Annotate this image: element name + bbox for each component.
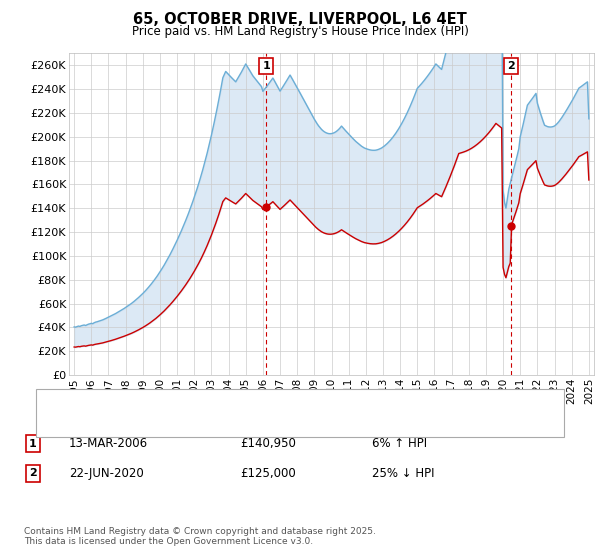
Text: 65, OCTOBER DRIVE, LIVERPOOL, L6 4ET: 65, OCTOBER DRIVE, LIVERPOOL, L6 4ET bbox=[133, 12, 467, 27]
Text: 2: 2 bbox=[507, 61, 515, 71]
Text: Contains HM Land Registry data © Crown copyright and database right 2025.
This d: Contains HM Land Registry data © Crown c… bbox=[24, 526, 376, 546]
Text: 13-MAR-2006: 13-MAR-2006 bbox=[69, 437, 148, 450]
Text: 25% ↓ HPI: 25% ↓ HPI bbox=[372, 466, 434, 480]
Text: £140,950: £140,950 bbox=[240, 437, 296, 450]
Text: 2: 2 bbox=[29, 468, 37, 478]
Text: £125,000: £125,000 bbox=[240, 466, 296, 480]
Text: 65, OCTOBER DRIVE, LIVERPOOL, L6 4ET (semi-detached house): 65, OCTOBER DRIVE, LIVERPOOL, L6 4ET (se… bbox=[81, 398, 434, 408]
Text: 1: 1 bbox=[262, 61, 270, 71]
Text: 6% ↑ HPI: 6% ↑ HPI bbox=[372, 437, 427, 450]
Text: Price paid vs. HM Land Registry's House Price Index (HPI): Price paid vs. HM Land Registry's House … bbox=[131, 25, 469, 38]
Text: HPI: Average price, semi-detached house, Liverpool: HPI: Average price, semi-detached house,… bbox=[81, 418, 364, 428]
Text: 1: 1 bbox=[29, 438, 37, 449]
Text: 22-JUN-2020: 22-JUN-2020 bbox=[69, 466, 144, 480]
